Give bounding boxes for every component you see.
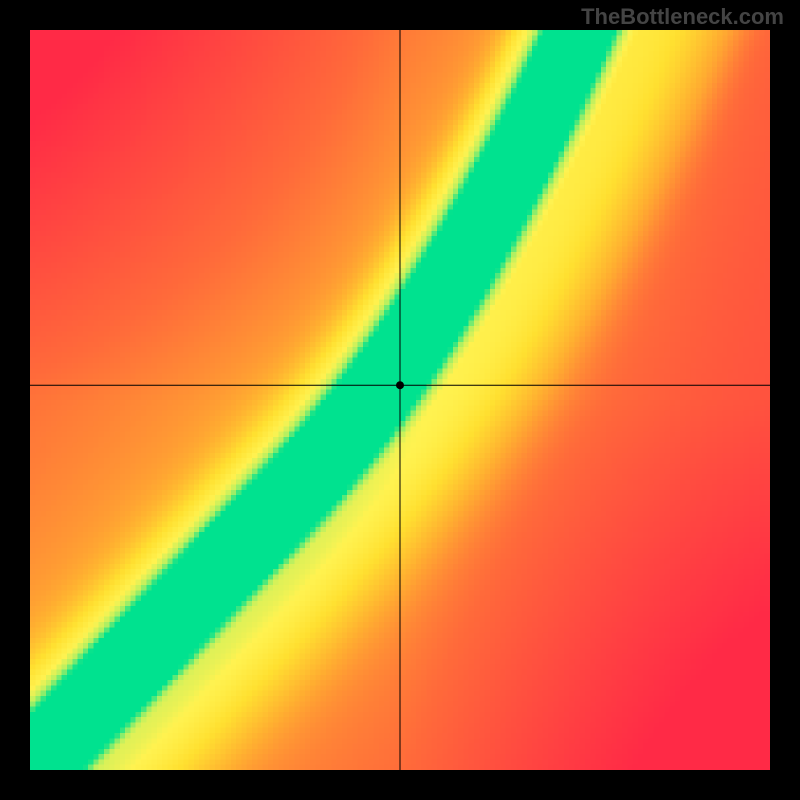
heatmap-canvas [30, 30, 770, 770]
chart-container: TheBottleneck.com [0, 0, 800, 800]
attribution-text: TheBottleneck.com [581, 4, 784, 30]
